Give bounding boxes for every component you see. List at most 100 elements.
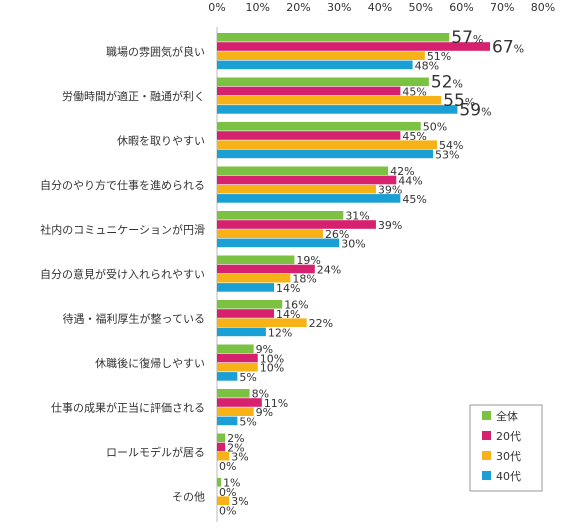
category-label: 仕事の成果が正当に評価される <box>51 400 205 414</box>
bar-2 <box>217 86 401 96</box>
x-tick-label: 20% <box>286 1 310 14</box>
data-label: 9% <box>256 406 273 419</box>
data-label: 12% <box>268 326 292 339</box>
data-label: 3% <box>231 451 248 464</box>
bar-3 <box>217 407 254 416</box>
data-label: 0% <box>219 504 236 517</box>
data-label: 10% <box>260 362 284 375</box>
category-labels: 職場の雰囲気が良い労働時間が適正・融通が利く休暇を取りやすい自分のやり方で仕事を… <box>40 44 205 503</box>
data-label: 14% <box>276 308 300 321</box>
x-tick-label: 50% <box>409 1 433 14</box>
data-label: 67% <box>492 37 524 57</box>
bar-4 <box>217 149 433 159</box>
x-axis: 0% 10% 20% 30% 40% 50% 60% 70% 80% <box>208 1 555 522</box>
legend-swatch <box>482 471 491 480</box>
x-tick-label: 30% <box>327 1 351 14</box>
data-label: 11% <box>264 397 288 410</box>
bar-4 <box>217 416 238 426</box>
legend-swatch <box>482 431 491 440</box>
x-tick-label: 0% <box>208 1 225 14</box>
bar-2 <box>217 353 258 363</box>
bar-2 <box>217 220 376 229</box>
bar-1 <box>217 255 295 265</box>
bar-1 <box>217 211 344 220</box>
data-label: 54% <box>439 139 463 152</box>
bar-4 <box>217 105 458 114</box>
data-label: 55% <box>443 91 475 111</box>
data-label: 31% <box>345 210 369 223</box>
legend-swatch <box>482 451 491 460</box>
data-label: 45% <box>402 193 426 206</box>
category-label: 労働時間が適正・融通が利く <box>62 89 205 103</box>
data-label: 18% <box>292 273 316 286</box>
data-label: 42% <box>390 165 414 178</box>
legend-label: 40代 <box>496 470 521 483</box>
data-label: 3% <box>231 495 248 508</box>
bar-4 <box>217 194 401 203</box>
data-label: 0% <box>219 460 236 473</box>
bar-1 <box>217 122 421 131</box>
data-label: 50% <box>423 121 447 134</box>
bars <box>217 33 491 505</box>
legend-label: 全体 <box>496 409 518 423</box>
bar-2 <box>217 264 315 274</box>
bar-2 <box>217 309 275 318</box>
bar-3 <box>217 496 230 505</box>
data-label: 26% <box>325 228 349 241</box>
category-label: 自分のやり方で仕事を進められる <box>40 178 205 192</box>
bar-3 <box>217 318 307 327</box>
x-tick-label: 80% <box>531 1 555 14</box>
data-label: 2% <box>227 441 244 454</box>
data-label: 16% <box>284 299 308 312</box>
data-label: 45% <box>402 85 426 98</box>
data-label: 19% <box>296 254 320 267</box>
data-label: 14% <box>276 282 300 295</box>
bar-3 <box>217 229 323 238</box>
category-label: 職場の雰囲気が良い <box>106 44 205 58</box>
bar-2 <box>217 42 491 51</box>
bar-1 <box>217 389 250 398</box>
data-label: 5% <box>239 371 256 384</box>
data-label: 1% <box>223 477 240 490</box>
x-tick-label: 10% <box>246 1 270 14</box>
bar-4 <box>217 327 266 337</box>
x-tick-label: 40% <box>368 1 392 14</box>
legend-label: 30代 <box>496 450 521 463</box>
data-label: 51% <box>427 50 451 63</box>
category-label: 待遇・福利厚生が整っている <box>63 311 205 325</box>
data-label: 45% <box>402 130 426 143</box>
data-label: 24% <box>317 263 341 276</box>
bar-3 <box>217 95 442 105</box>
data-label: 57% <box>451 28 483 48</box>
bar-3 <box>217 362 258 372</box>
bar-2 <box>217 175 397 185</box>
bar-3 <box>217 140 438 149</box>
bar-4 <box>217 283 275 292</box>
data-label: 48% <box>415 59 439 72</box>
data-label: 39% <box>378 219 402 232</box>
legend: 全体 20代 30代 40代 <box>469 404 543 492</box>
bar-2 <box>217 131 401 140</box>
data-label: 39% <box>378 184 402 197</box>
data-label: 52% <box>431 73 463 93</box>
data-label: 30% <box>341 237 365 250</box>
data-label: 53% <box>435 148 459 161</box>
category-label: 休暇を取りやすい <box>117 134 205 147</box>
data-label: 5% <box>239 415 256 428</box>
data-label: 44% <box>398 174 422 187</box>
bar-1 <box>217 166 389 176</box>
bar-3 <box>217 451 230 461</box>
bar-4 <box>217 372 238 381</box>
data-label: 22% <box>309 317 333 330</box>
bar-4 <box>217 238 340 248</box>
category-label: 社内のコミュニケーションが円滑 <box>40 222 205 236</box>
bar-3 <box>217 184 376 194</box>
bar-1 <box>217 478 222 487</box>
bar-4 <box>217 60 413 70</box>
bar-1 <box>217 433 226 443</box>
legend-swatch <box>482 411 491 420</box>
bar-3 <box>217 51 425 60</box>
x-tick-label: 60% <box>449 1 473 14</box>
data-label: 8% <box>252 388 269 401</box>
